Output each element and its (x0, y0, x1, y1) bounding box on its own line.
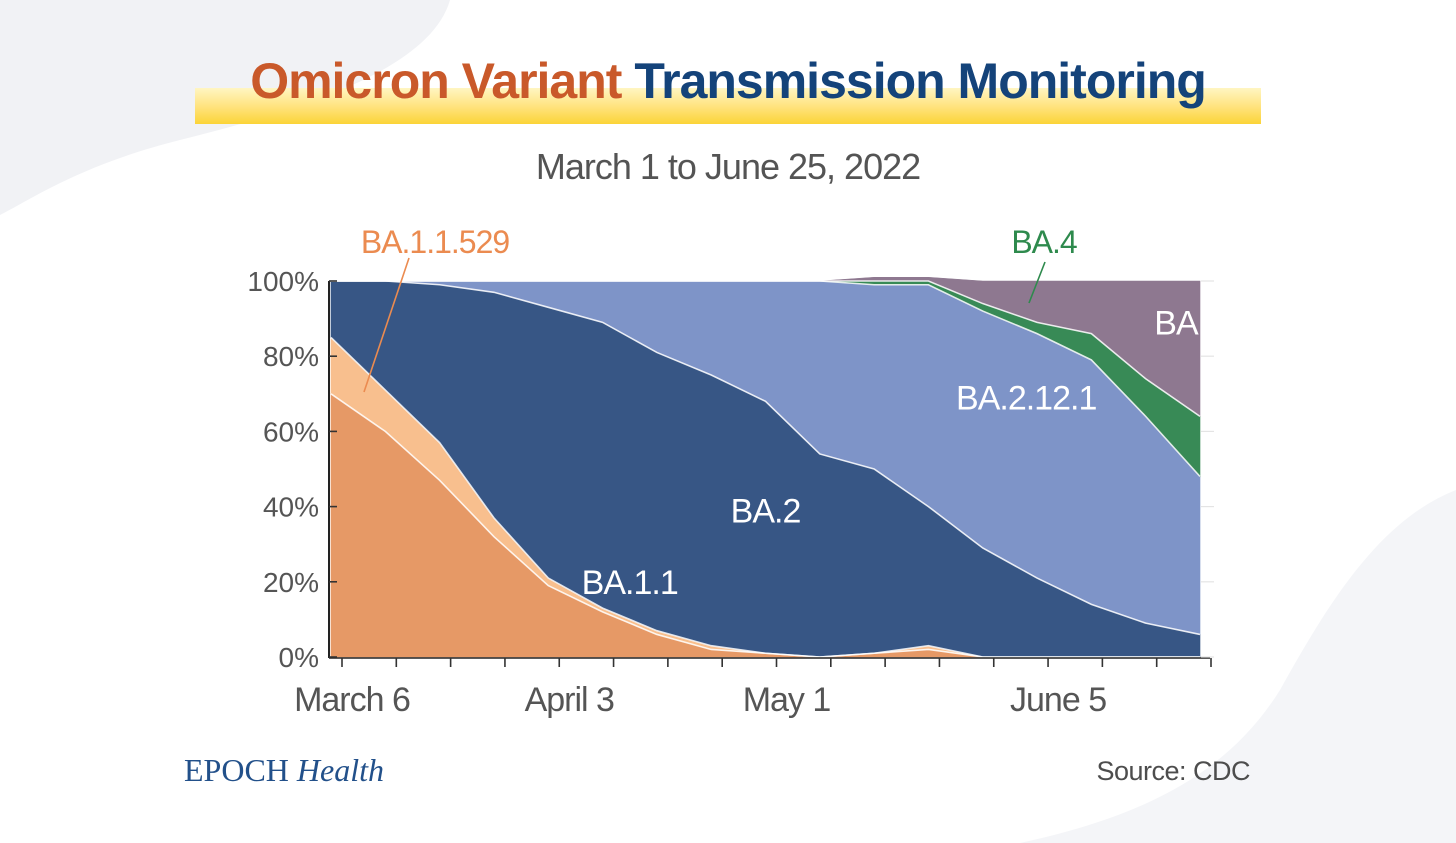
title-highlight-bar (195, 88, 1261, 124)
series-label-ba-1-1: BA.1.1 (582, 564, 678, 602)
title-block: Omicron Variant Transmission Monitoring (195, 50, 1261, 124)
title-part-variant: Omicron Variant (250, 53, 622, 109)
brand-logo: EPOCH Health (184, 752, 384, 789)
brand-logo-main: EPOCH (184, 752, 289, 788)
chart-subtitle: March 1 to June 25, 2022 (535, 146, 921, 187)
series-label-ba-5: BA.5 (1154, 304, 1224, 342)
title-part-monitoring: Transmission Monitoring (634, 53, 1206, 109)
y-tick-label: 60% (263, 416, 319, 447)
page-title: Omicron Variant Transmission Monitoring (195, 50, 1261, 112)
series-label-ba-4: BA.4 (1011, 224, 1077, 260)
boundary-lines (330, 280, 1201, 658)
y-tick-label: 100% (247, 266, 319, 297)
y-tick-label: 40% (263, 492, 319, 523)
series-label-ba-2-12-1: BA.2.12.1 (956, 380, 1096, 418)
y-tick-label: 20% (263, 567, 319, 598)
boundary-ba-1-1-529 (330, 336, 1200, 658)
y-tick-label: 0% (279, 642, 319, 673)
x-tick-label: April 3 (525, 681, 614, 719)
boundary-ba-2 (331, 280, 1201, 636)
leader-line-ba-4 (1028, 261, 1046, 304)
brand-logo-sub: Health (296, 752, 384, 788)
leader-line-ba-1-1-529 (363, 257, 410, 393)
series-labels: BA.1.1 BA.1.1.529 BA.2 BA.2.12.1 BA.4 BA.5 (361, 224, 1225, 602)
series-label-ba-2: BA.2 (731, 492, 801, 530)
x-tick-label: March 6 (294, 681, 410, 719)
boundary-ba-4 (331, 280, 1201, 418)
series-label-ba-1-1-529: BA.1.1.529 (361, 224, 510, 260)
y-tick-label: 80% (263, 341, 319, 372)
axes: 0% 20% 40% 60% 80% 100% March 6 April 3 May 1 Jun… (247, 266, 1214, 719)
x-tick-label: June 5 (1010, 681, 1106, 719)
area-layers (330, 276, 1201, 658)
source-note: Source: CDC (1096, 756, 1250, 786)
x-tick-label: May 1 (743, 681, 831, 719)
